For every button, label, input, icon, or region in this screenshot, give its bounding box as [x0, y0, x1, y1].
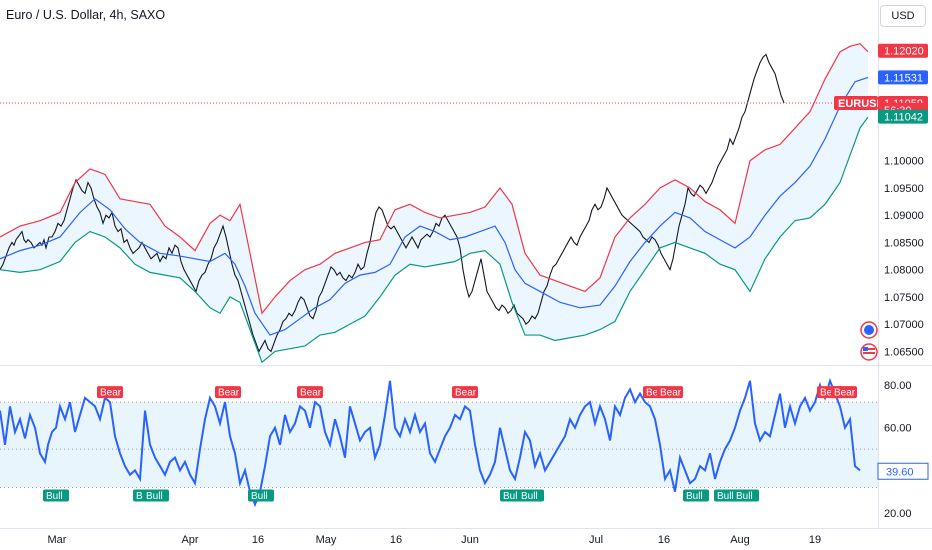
bear-marker [657, 386, 683, 399]
lower-band-line [0, 116, 869, 364]
bull-marker [43, 489, 69, 502]
price-label-bg [878, 43, 928, 58]
price-tick-label: 1.09000 [884, 210, 924, 222]
rsi-line [0, 377, 861, 508]
price-tick-label: 1.06500 [884, 346, 924, 358]
x-tick-label: Jun [461, 534, 479, 546]
y-axis: 1.10000 1.09500 1.09000 1.08500 1.08000 1.075… [834, 0, 929, 528]
chart-title: Euro / U.S. Dollar, 4h, SAXO [6, 8, 166, 22]
x-tick-label: 19 [809, 534, 821, 546]
bear-marker [97, 386, 123, 399]
bull-label: Bull [736, 491, 753, 502]
bear-label: Bear [100, 388, 122, 399]
price-tick-label: 1.08500 [884, 237, 924, 249]
bear-marker [215, 386, 241, 399]
bull-label: Bull [686, 491, 703, 502]
bull-label: Bull [251, 491, 268, 502]
bear-marker [452, 386, 478, 399]
x-tick-label: May [316, 534, 337, 546]
price-label: EURUSD [838, 98, 885, 110]
price-tick-label: 1.10000 [884, 156, 924, 168]
side-icons [860, 321, 878, 361]
upper-band-line [0, 42, 869, 315]
bull-label: Bull [503, 491, 520, 502]
bear-marker [297, 386, 323, 399]
bull-marker [683, 489, 709, 502]
price-tick-label: 1.09500 [884, 183, 924, 195]
bull-marker [143, 489, 169, 502]
bear-label: Bear [646, 388, 668, 399]
price-tick-label: 1.08000 [884, 265, 924, 277]
bull-label: Bull [717, 491, 734, 502]
bear-label: Bear [455, 388, 477, 399]
x-tick-label: Jul [589, 534, 603, 546]
bear-label: Bear [820, 388, 842, 399]
bull-label: Bull [521, 491, 538, 502]
price-label: 1.11042 [884, 112, 923, 124]
us-flag-icon [860, 343, 878, 361]
rsi-tick-label: 60.00 [884, 423, 912, 435]
rsi-tick-label: 20.00 [884, 508, 912, 520]
bull-marker [518, 489, 544, 502]
x-tick-label: 16 [252, 534, 264, 546]
price-label: 1.12020 [884, 46, 924, 58]
x-axis: Mar Apr 16 May 16 Jun Jul 16 Aug 19 [0, 528, 932, 546]
bear-label: Bear [660, 388, 682, 399]
globe-icon [860, 321, 878, 339]
x-tick-label: Aug [730, 534, 750, 546]
rsi-band [0, 402, 878, 488]
price-label: 1.11531 [884, 72, 923, 84]
x-tick-label: 16 [390, 534, 402, 546]
band-fill [0, 43, 868, 363]
price-label-bg [834, 96, 878, 111]
price-tick-label: 1.07000 [884, 319, 924, 331]
x-tick-label: Mar [48, 534, 67, 546]
price-label-bg [878, 109, 928, 124]
currency-button[interactable]: USD [880, 5, 926, 27]
bull-marker [248, 489, 274, 502]
bear-label: Bear [300, 388, 322, 399]
close-line [0, 53, 785, 353]
price-tick-label: 1.07500 [884, 292, 924, 304]
x-tick-label: 16 [658, 534, 670, 546]
moving-average-line [0, 76, 869, 336]
bear-label: Bear [218, 388, 240, 399]
rsi-current-bg [877, 462, 929, 480]
price-panel [0, 42, 932, 366]
bear-label: Bear [834, 388, 856, 399]
price-label-bg [878, 70, 928, 85]
bull-label: Bull [46, 491, 63, 502]
bull-label: Bull [146, 491, 163, 502]
x-tick-label: Apr [181, 534, 198, 546]
bull-marker [733, 489, 759, 502]
bear-marker [831, 386, 857, 399]
rsi-tick-label: 80.00 [884, 380, 912, 392]
rsi-current-label: 39.60 [886, 466, 914, 478]
